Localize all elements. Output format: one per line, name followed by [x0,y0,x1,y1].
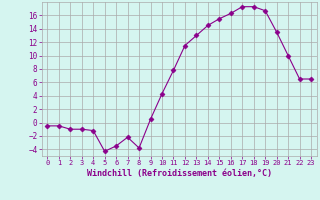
X-axis label: Windchill (Refroidissement éolien,°C): Windchill (Refroidissement éolien,°C) [87,169,272,178]
